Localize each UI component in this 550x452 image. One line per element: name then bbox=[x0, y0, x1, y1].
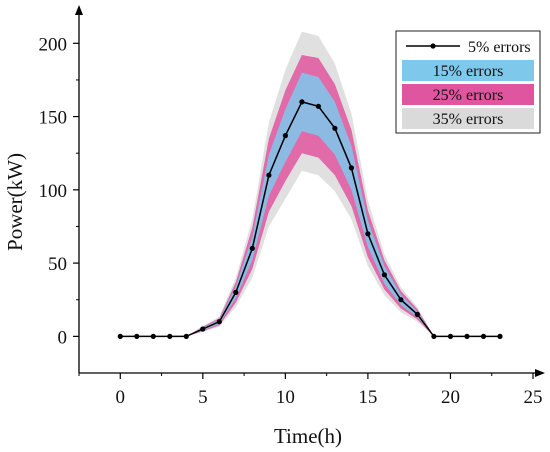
data-point bbox=[167, 333, 173, 339]
data-point bbox=[216, 319, 222, 325]
legend-swatch-25pct-errors bbox=[402, 84, 534, 105]
x-tick-label: 10 bbox=[276, 387, 295, 408]
data-point bbox=[348, 165, 354, 171]
data-point bbox=[332, 125, 338, 131]
data-point bbox=[497, 333, 503, 339]
data-point bbox=[249, 245, 255, 251]
x-tick-label: 5 bbox=[198, 387, 208, 408]
data-point bbox=[266, 172, 272, 178]
data-point bbox=[150, 333, 156, 339]
data-point bbox=[431, 333, 437, 339]
x-tick-label: 25 bbox=[524, 387, 543, 408]
data-point bbox=[447, 333, 454, 339]
y-tick-label: 150 bbox=[39, 108, 68, 129]
legend-swatch-35pct-errors bbox=[402, 108, 534, 129]
x-axis-label: Time(h) bbox=[274, 424, 342, 448]
y-tick-label: 0 bbox=[58, 327, 68, 348]
data-point bbox=[414, 311, 420, 317]
y-tick-label: 200 bbox=[39, 34, 68, 55]
x-axis-arrow bbox=[535, 369, 545, 377]
series-line-5pct bbox=[120, 101, 500, 338]
y-axis-arrow bbox=[75, 5, 83, 15]
legend-label-5pct-errors: 5% errors bbox=[468, 39, 531, 56]
data-point bbox=[233, 289, 239, 295]
data-point bbox=[365, 231, 371, 237]
legend-marker-5pct-errors bbox=[430, 43, 436, 49]
legend-swatch-15pct-errors bbox=[402, 60, 534, 81]
data-point bbox=[200, 326, 206, 332]
data-point bbox=[134, 333, 140, 339]
x-tick-label: 20 bbox=[441, 387, 460, 408]
data-point bbox=[315, 103, 321, 109]
legend: 5% errors 15% errors 25% errors 35% errors bbox=[395, 30, 541, 134]
legend-label-35pct-errors: 35% errors bbox=[433, 111, 504, 128]
data-point bbox=[480, 333, 487, 339]
data-point bbox=[299, 99, 305, 105]
legend-label-15pct-errors: 15% errors bbox=[433, 63, 504, 80]
data-series-5pct bbox=[117, 99, 503, 339]
data-point bbox=[464, 333, 470, 339]
y-tick-label: 100 bbox=[39, 181, 68, 202]
data-point bbox=[183, 333, 189, 339]
data-point bbox=[381, 272, 387, 278]
y-tick-label: 50 bbox=[48, 254, 67, 275]
band-15pct-errors bbox=[120, 72, 501, 337]
legend-label-25pct-errors: 25% errors bbox=[433, 87, 504, 104]
tick-labels: 0 5 10 15 20 25 0 50 100 150 200 bbox=[39, 34, 543, 408]
x-tick-label: 15 bbox=[358, 387, 377, 408]
axes bbox=[73, 5, 545, 379]
data-point bbox=[117, 333, 123, 339]
data-point bbox=[282, 133, 288, 139]
y-axis-label: Power(kW) bbox=[3, 153, 27, 251]
data-point bbox=[398, 297, 404, 303]
error-bands bbox=[120, 31, 501, 337]
x-tick-label: 0 bbox=[116, 387, 126, 408]
